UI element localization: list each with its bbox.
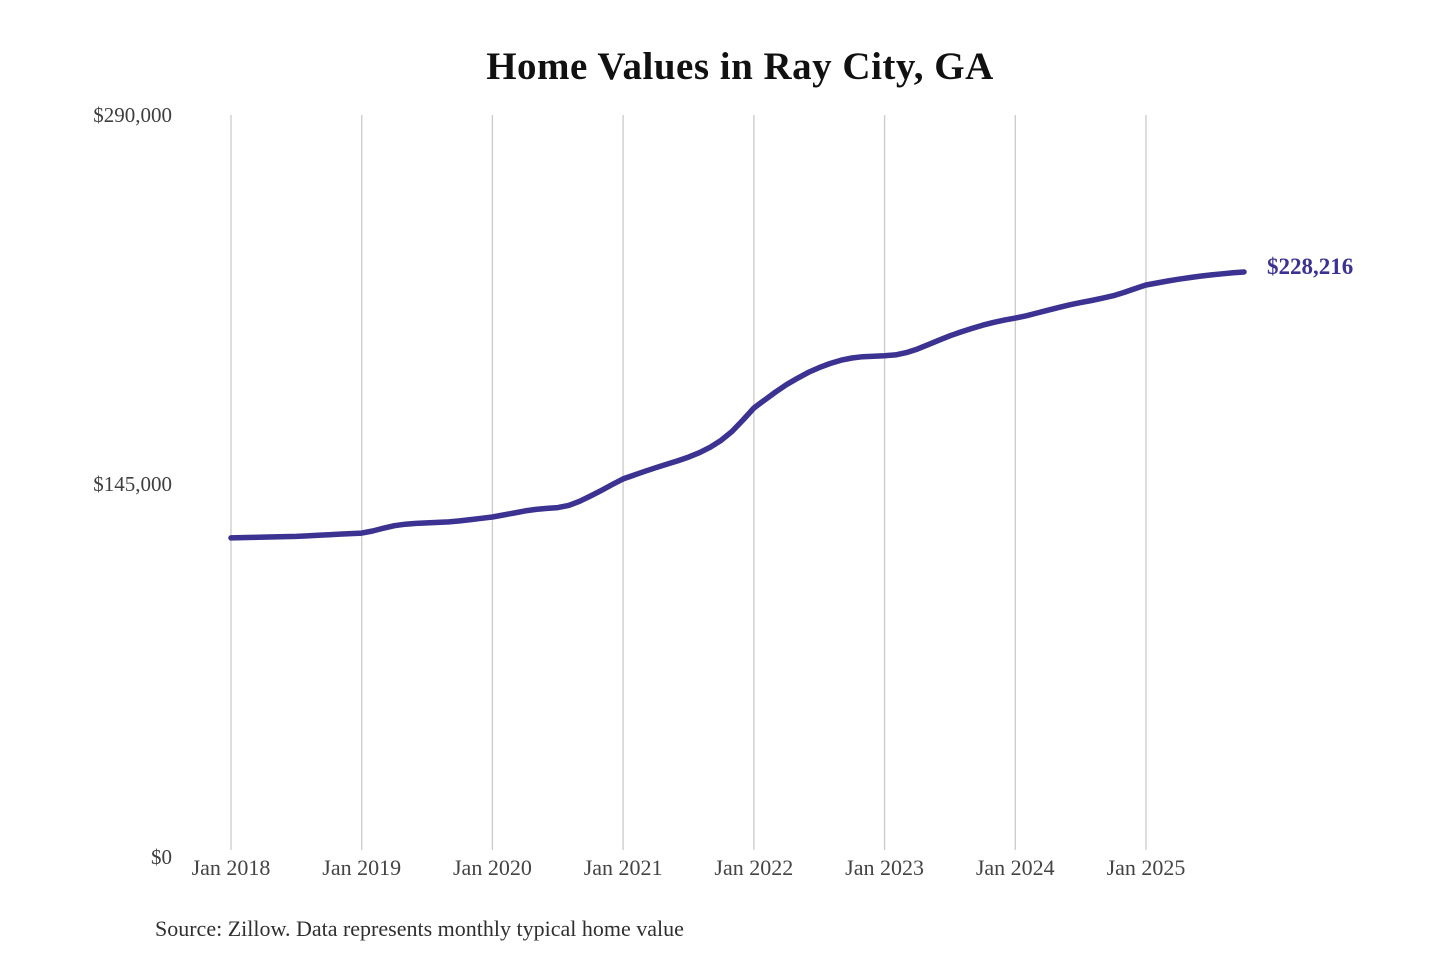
end-value-label: $228,216 <box>1267 254 1354 280</box>
x-axis-tick-label: Jan 2019 <box>322 855 402 880</box>
x-axis-tick-label: Jan 2020 <box>453 855 532 880</box>
x-axis-tick-label: Jan 2021 <box>583 855 663 880</box>
x-axis-tick-label: Jan 2022 <box>714 855 794 880</box>
x-axis-tick-label: Jan 2024 <box>975 855 1055 880</box>
y-axis-tick-label: $0 <box>151 845 172 869</box>
source-note: Source: Zillow. Data represents monthly … <box>155 916 684 941</box>
chart-title: Home Values in Ray City, GA <box>486 45 994 88</box>
x-axis-tick-label: Jan 2018 <box>191 855 271 880</box>
x-axis-tick-label: Jan 2025 <box>1106 855 1186 880</box>
home-value-line <box>228 269 1247 541</box>
y-axis-tick-label: $290,000 <box>93 103 172 127</box>
x-axis-tick-label: Jan 2023 <box>845 855 924 880</box>
y-axis-tick-label: $145,000 <box>93 471 172 496</box>
